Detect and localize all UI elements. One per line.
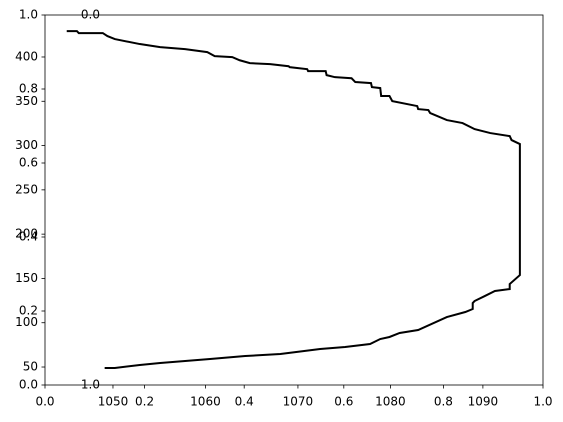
x-tick-label: 1070: [283, 395, 314, 409]
axes-frame: [44, 14, 544, 386]
x-tick-label: 0.0: [35, 395, 54, 409]
x-tick-label: 0.2: [135, 395, 154, 409]
y-tick-label: 1.0: [19, 8, 38, 22]
y-tick-label: 250: [15, 182, 38, 196]
x-tick-label: 0.4: [235, 395, 254, 409]
y-tick-label: 0.0: [81, 8, 100, 22]
y-tick-label: 400: [15, 49, 38, 63]
y-tick-label: 350: [15, 94, 38, 108]
y-tick-label: 0.6: [19, 156, 38, 170]
x-tick-label: 1090: [468, 395, 499, 409]
y-tick-label: 200: [15, 227, 38, 241]
line: [66, 30, 521, 369]
y-tick-label: 0.2: [19, 304, 38, 318]
x-tick-label: 1060: [190, 395, 221, 409]
y-tick-label: 50: [23, 360, 38, 374]
x-tick-label: 1050: [98, 395, 129, 409]
x-tick-label: 1.0: [533, 395, 552, 409]
x-tick-label: 1080: [375, 395, 406, 409]
y-tick-label: 0.0: [19, 378, 38, 392]
y-tick-label: 1.0: [81, 378, 100, 392]
y-tick-label: 100: [15, 315, 38, 329]
y-tick-label: 0.4: [19, 230, 38, 244]
x-tick-label: 0.8: [434, 395, 453, 409]
x-tick-label: 0.6: [334, 395, 353, 409]
y-tick-label: 300: [15, 138, 38, 152]
y-tick-label: 150: [15, 271, 38, 285]
y-tick-label: 0.8: [19, 82, 38, 96]
